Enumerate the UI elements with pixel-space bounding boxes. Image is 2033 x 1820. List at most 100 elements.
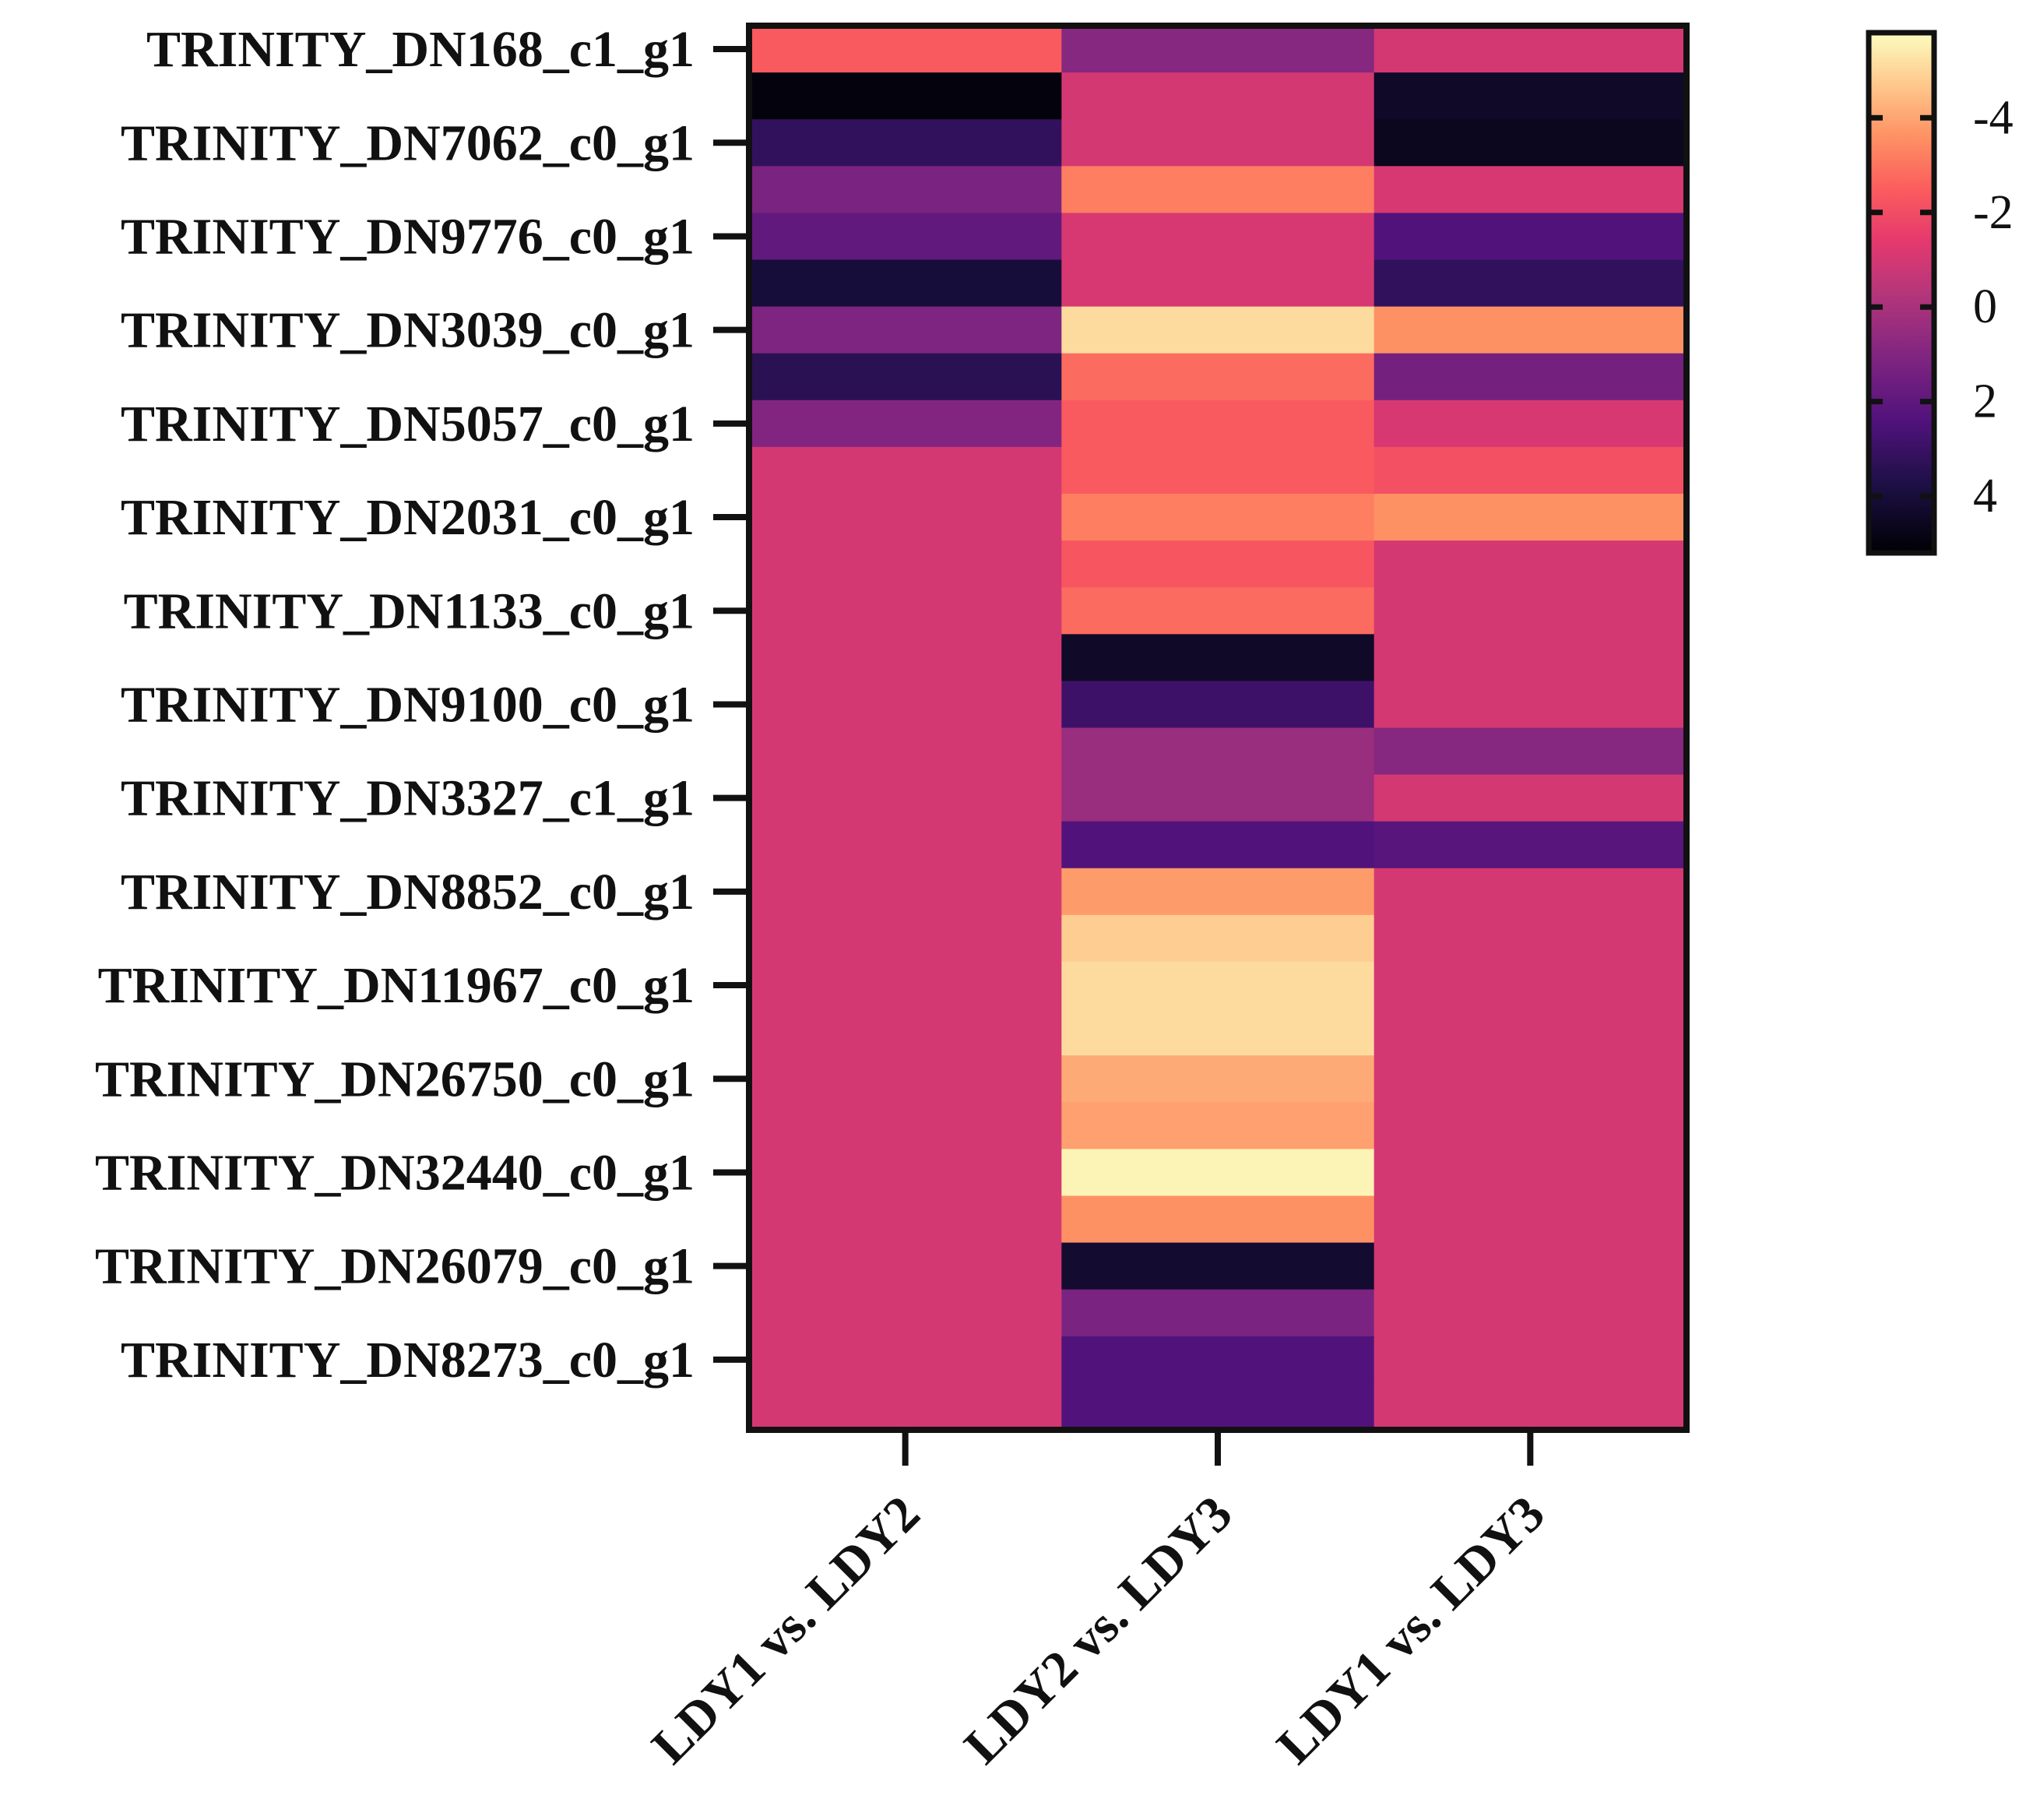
row-tick-label: TRINITY_DN7062_c0_g1 [121,114,695,171]
heatmap-cell [1374,353,1687,401]
heatmap-cell [1061,166,1375,213]
heatmap-cell [1374,1009,1687,1056]
heatmap-cell [749,540,1062,588]
colorbar-tick-label: -2 [1973,186,2014,239]
heatmap-cell [749,400,1062,448]
colorbar-tick-label: 4 [1973,470,1997,523]
row-tick-label: TRINITY_DN32440_c0_g1 [95,1144,695,1201]
heatmap-cell [749,727,1062,776]
heatmap-cell [1061,72,1375,120]
colorbar: -4 -2 0 2 4 [1866,30,2014,556]
heatmap-cell [749,914,1062,963]
heatmap-cell [749,821,1062,869]
heatmap-cell [1061,1055,1375,1103]
heatmap-cell [749,774,1062,822]
heatmap-cell [1374,72,1687,120]
row-tick-label: TRINITY_DN9100_c0_g1 [121,676,695,733]
heatmap-cell [1061,400,1375,448]
heatmap-cell [1374,1055,1687,1103]
heatmap-cell [1374,962,1687,1009]
column-tick-label: LDY1 vs. LDY2 [641,1485,930,1775]
colorbar-tick-label: 2 [1973,375,1997,428]
heatmap-cell [749,587,1062,635]
heatmap-cell [1374,681,1687,729]
colorbar-tick-label: 0 [1973,280,1997,333]
column-tick-label: LDY1 vs. LDY3 [1266,1485,1556,1775]
heatmap-cell [1374,306,1687,354]
heatmap-cell [1374,540,1687,588]
heatmap-cell [1374,868,1687,916]
row-tick-label: TRINITY_DN3039_c0_g1 [121,302,695,359]
row-tick-label: TRINITY_DN9776_c0_g1 [121,208,695,265]
row-tick-label: TRINITY_DN8273_c0_g1 [121,1332,695,1389]
colorbar-tick-label: -4 [1973,91,2014,144]
heatmap-cell [1061,259,1375,308]
heatmap-cell [1374,1149,1687,1197]
heatmap-cell [1061,1102,1375,1149]
heatmap-cell [749,1336,1062,1384]
heatmap-cell [1374,400,1687,448]
heatmap-cell [1061,1336,1375,1384]
heatmap-cell [1061,1149,1375,1197]
heatmap-cell [1061,727,1375,776]
heatmap-cell [1061,634,1375,681]
heatmap-cell [749,306,1062,354]
heatmap-cell [1374,166,1687,213]
heatmap-cell [1374,774,1687,822]
row-tick-label: TRINITY_DN11967_c0_g1 [98,957,695,1014]
heatmap-cell [1374,1289,1687,1337]
heatmap-cell [749,166,1062,213]
heatmap-cell [1061,26,1375,73]
heatmap-cell [749,1149,1062,1197]
column-axis: LDY1 vs. LDY2 LDY2 vs. LDY3 LDY1 vs. LDY3 [641,1430,1556,1775]
heatmap-cell [1374,119,1687,167]
heatmap-cell [1374,1195,1687,1244]
row-tick-label: TRINITY_DN8852_c0_g1 [121,864,695,921]
heatmap-cells [749,26,1687,1431]
heatmap-cell [749,72,1062,120]
heatmap-cell [1374,1242,1687,1290]
heatmap-cell [749,353,1062,401]
heatmap-cell [1374,494,1687,541]
heatmap-cell [749,259,1062,308]
heatmap-cell [749,213,1062,261]
heatmap-cell [1061,1289,1375,1337]
heatmap-cell [1061,868,1375,916]
heatmap-cell [749,681,1062,729]
heatmap-cell [1061,1009,1375,1056]
heatmap-cell [749,868,1062,916]
heatmap-cell [1374,1382,1687,1431]
heatmap-cell [1374,914,1687,963]
heatmap-cell [1374,727,1687,776]
heatmap-cell [1061,821,1375,869]
heatmap-cell [1061,1242,1375,1290]
row-tick-label: TRINITY_DN26750_c0_g1 [95,1051,695,1107]
heatmap-cell [1061,774,1375,822]
heatmap-cell [1061,962,1375,1009]
colorbar-ticks: -4 -2 0 2 4 [1867,91,2014,523]
heatmap-cell [749,446,1062,495]
column-tick-label: LDY2 vs. LDY3 [954,1485,1243,1775]
row-tick-label: TRINITY_DN26079_c0_g1 [95,1238,695,1295]
heatmap-cell [749,1382,1062,1431]
row-tick-label: TRINITY_DN168_c1_g1 [146,21,695,78]
heatmap-cell [749,1289,1062,1337]
heatmap-cell [1061,540,1375,588]
heatmap-cell [1374,26,1687,73]
heatmap-cell [749,1102,1062,1149]
heatmap-cell [1061,306,1375,354]
row-tick-label: TRINITY_DN1133_c0_g1 [124,583,695,639]
heatmap-cell [1061,213,1375,261]
heatmap-cell [1061,446,1375,495]
heatmap-cell [1061,1195,1375,1244]
heatmap-cell [1374,1102,1687,1149]
row-tick-label: TRINITY_DN2031_c0_g1 [121,489,695,546]
heatmap-cell [1061,119,1375,167]
heatmap-cell [749,26,1062,73]
heatmap-cell [1061,353,1375,401]
heatmap-cell [749,962,1062,1009]
heatmap-cell [1061,681,1375,729]
heatmap-cell [1061,494,1375,541]
heatmap-cell [749,494,1062,541]
